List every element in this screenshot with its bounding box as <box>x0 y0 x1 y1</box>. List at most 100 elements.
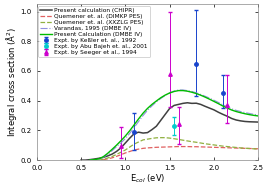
Present Calculation (DMBE IV) <box>190 91 193 93</box>
Varandas, 1995 (DMBE IV) <box>190 90 193 93</box>
Varandas, 1995 (DMBE IV) <box>110 150 114 152</box>
Quemener et. al. (DIMKP PES) <box>195 146 198 148</box>
Present calculation (CHIPR) <box>128 137 131 139</box>
Varandas, 1995 (DMBE IV) <box>137 120 140 123</box>
Quemener et. al. (XXZLG PES) <box>230 146 233 148</box>
Varandas, 1995 (DMBE IV) <box>119 142 122 144</box>
Present calculation (CHIPR) <box>177 103 180 105</box>
Present calculation (CHIPR) <box>159 119 162 121</box>
Present calculation (CHIPR) <box>150 129 154 131</box>
Present calculation (CHIPR) <box>257 121 260 123</box>
Quemener et. al. (XXZLG PES) <box>243 147 247 149</box>
Quemener et. al. (XXZLG PES) <box>137 141 140 143</box>
Quemener et. al. (DIMKP PES) <box>252 148 255 150</box>
Varandas, 1995 (DMBE IV) <box>199 93 202 96</box>
Present calculation (CHIPR) <box>79 159 83 161</box>
Quemener et. al. (DIMKP PES) <box>203 146 207 148</box>
Varandas, 1995 (DMBE IV) <box>257 114 260 116</box>
Line: Quemener et. al. (XXZLG PES): Quemener et. al. (XXZLG PES) <box>99 138 258 160</box>
Present Calculation (DMBE IV) <box>181 89 185 92</box>
Present Calculation (DMBE IV) <box>248 114 251 116</box>
Quemener et. al. (DIMKP PES) <box>168 146 171 148</box>
Present calculation (CHIPR) <box>252 121 255 123</box>
Varandas, 1995 (DMBE IV) <box>133 126 136 129</box>
Present Calculation (DMBE IV) <box>217 102 220 105</box>
Quemener et. al. (DIMKP PES) <box>146 147 149 149</box>
Present Calculation (DMBE IV) <box>173 90 176 93</box>
Quemener et. al. (XXZLG PES) <box>159 136 162 139</box>
Present Calculation (DMBE IV) <box>257 115 260 117</box>
Present Calculation (DMBE IV) <box>150 103 154 105</box>
Quemener et. al. (XXZLG PES) <box>199 142 202 144</box>
Present calculation (CHIPR) <box>173 104 176 107</box>
Quemener et. al. (DIMKP PES) <box>159 146 162 148</box>
Present Calculation (DMBE IV) <box>230 109 233 111</box>
Varandas, 1995 (DMBE IV) <box>177 89 180 91</box>
Present Calculation (DMBE IV) <box>243 113 247 115</box>
Quemener et. al. (DIMKP PES) <box>155 146 158 148</box>
Present Calculation (DMBE IV) <box>177 89 180 92</box>
Varandas, 1995 (DMBE IV) <box>150 105 154 107</box>
Present calculation (CHIPR) <box>186 102 189 104</box>
Present Calculation (DMBE IV) <box>213 100 216 103</box>
Present calculation (CHIPR) <box>106 155 109 157</box>
Quemener et. al. (XXZLG PES) <box>190 141 193 143</box>
Quemener et. al. (XXZLG PES) <box>168 137 171 139</box>
Present calculation (CHIPR) <box>119 147 122 149</box>
Varandas, 1995 (DMBE IV) <box>168 92 171 94</box>
Present Calculation (DMBE IV) <box>146 107 149 110</box>
Quemener et. al. (XXZLG PES) <box>128 146 131 148</box>
Quemener et. al. (XXZLG PES) <box>150 137 154 139</box>
X-axis label: E$_{col}$ (eV): E$_{col}$ (eV) <box>130 172 165 185</box>
Present Calculation (DMBE IV) <box>252 114 255 117</box>
Varandas, 1995 (DMBE IV) <box>102 156 105 159</box>
Quemener et. al. (DIMKP PES) <box>181 146 185 148</box>
Present Calculation (DMBE IV) <box>159 97 162 99</box>
Present calculation (CHIPR) <box>208 107 211 109</box>
Quemener et. al. (XXZLG PES) <box>248 147 251 150</box>
Quemener et. al. (XXZLG PES) <box>110 155 114 158</box>
Present Calculation (DMBE IV) <box>226 107 229 109</box>
Present calculation (CHIPR) <box>155 125 158 127</box>
Present Calculation (DMBE IV) <box>234 110 238 113</box>
Varandas, 1995 (DMBE IV) <box>248 112 251 115</box>
Varandas, 1995 (DMBE IV) <box>173 90 176 92</box>
Varandas, 1995 (DMBE IV) <box>217 101 220 104</box>
Present calculation (CHIPR) <box>93 158 96 160</box>
Present calculation (CHIPR) <box>124 142 127 144</box>
Quemener et. al. (DIMKP PES) <box>221 146 225 149</box>
Quemener et. al. (DIMKP PES) <box>226 147 229 149</box>
Quemener et. al. (DIMKP PES) <box>142 147 145 149</box>
Legend: Present calculation (CHIPR), Quemener et. al. (DIMKP PES), Quemener et. al. (XXZ: Present calculation (CHIPR), Quemener et… <box>38 6 150 57</box>
Present Calculation (DMBE IV) <box>97 158 100 160</box>
Present calculation (CHIPR) <box>234 119 238 121</box>
Present calculation (CHIPR) <box>248 121 251 123</box>
Varandas, 1995 (DMBE IV) <box>221 104 225 106</box>
Varandas, 1995 (DMBE IV) <box>93 159 96 161</box>
Quemener et. al. (XXZLG PES) <box>252 148 255 150</box>
Quemener et. al. (XXZLG PES) <box>177 138 180 141</box>
Present Calculation (DMBE IV) <box>195 92 198 95</box>
Varandas, 1995 (DMBE IV) <box>88 159 91 161</box>
Quemener et. al. (DIMKP PES) <box>119 154 122 156</box>
Varandas, 1995 (DMBE IV) <box>186 89 189 92</box>
Varandas, 1995 (DMBE IV) <box>226 106 229 108</box>
Present Calculation (DMBE IV) <box>203 96 207 98</box>
Quemener et. al. (XXZLG PES) <box>186 140 189 142</box>
Varandas, 1995 (DMBE IV) <box>243 112 247 114</box>
Quemener et. al. (DIMKP PES) <box>124 152 127 154</box>
Present calculation (CHIPR) <box>168 107 171 110</box>
Quemener et. al. (DIMKP PES) <box>199 146 202 148</box>
Quemener et. al. (XXZLG PES) <box>213 144 216 146</box>
Present calculation (CHIPR) <box>110 153 114 155</box>
Varandas, 1995 (DMBE IV) <box>128 132 131 135</box>
Line: Present Calculation (DMBE IV): Present Calculation (DMBE IV) <box>90 91 258 160</box>
Quemener et. al. (DIMKP PES) <box>164 146 167 148</box>
Quemener et. al. (XXZLG PES) <box>119 151 122 153</box>
Varandas, 1995 (DMBE IV) <box>252 113 255 115</box>
Quemener et. al. (XXZLG PES) <box>97 159 100 161</box>
Quemener et. al. (XXZLG PES) <box>195 141 198 143</box>
Varandas, 1995 (DMBE IV) <box>159 97 162 100</box>
Quemener et. al. (XXZLG PES) <box>115 153 118 156</box>
Varandas, 1995 (DMBE IV) <box>195 92 198 94</box>
